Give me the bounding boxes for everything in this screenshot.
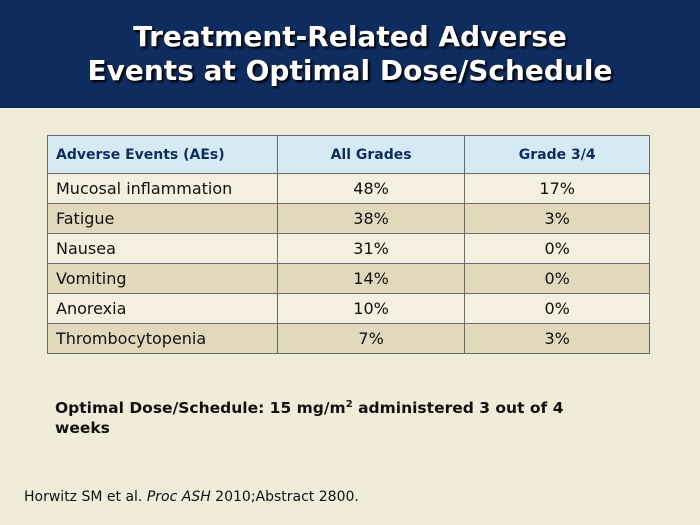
row-grade-3-4: 0% <box>464 293 650 324</box>
row-all-grades: 31% <box>276 233 466 264</box>
citation-authors: Horwitz SM et al. <box>24 489 147 505</box>
row-all-grades: 38% <box>276 203 466 234</box>
row-event-name: Mucosal inflammation <box>47 173 278 204</box>
citation-rest: 2010;Abstract 2800. <box>210 489 359 505</box>
row-event-name: Fatigue <box>47 203 278 234</box>
row-all-grades: 14% <box>276 263 466 294</box>
table-row: Nausea 31% 0% <box>47 233 650 264</box>
row-all-grades: 7% <box>276 323 466 354</box>
optimal-dose-note: Optimal Dose/Schedule: 15 mg/m2 administ… <box>55 398 615 438</box>
row-event-name: Thrombocytopenia <box>47 323 278 354</box>
row-event-name: Nausea <box>47 233 278 264</box>
adverse-events-table-container: Adverse Events (AEs) All Grades Grade 3/… <box>47 135 650 354</box>
row-grade-3-4: 17% <box>464 173 650 204</box>
table-header-row: Adverse Events (AEs) All Grades Grade 3/… <box>47 135 650 174</box>
table-row: Anorexia 10% 0% <box>47 293 650 324</box>
header-all-grades: All Grades <box>276 135 466 174</box>
row-event-name: Anorexia <box>47 293 278 324</box>
row-grade-3-4: 3% <box>464 203 650 234</box>
note-text-after: administered 3 out of 4 weeks <box>55 399 564 437</box>
adverse-events-table: Adverse Events (AEs) All Grades Grade 3/… <box>47 135 650 354</box>
table-row: Mucosal inflammation 48% 17% <box>47 173 650 204</box>
slide-title: Treatment-Related Adverse Events at Opti… <box>88 20 613 88</box>
row-all-grades: 10% <box>276 293 466 324</box>
row-event-name: Vomiting <box>47 263 278 294</box>
table-row: Fatigue 38% 3% <box>47 203 650 234</box>
row-grade-3-4: 0% <box>464 233 650 264</box>
title-banner: Treatment-Related Adverse Events at Opti… <box>0 0 700 108</box>
citation: Horwitz SM et al. Proc ASH 2010;Abstract… <box>24 489 359 505</box>
slide-title-line-2: Events at Optimal Dose/Schedule <box>87 54 613 87</box>
note-text-before: Optimal Dose/Schedule: 15 mg/m <box>55 399 346 417</box>
row-grade-3-4: 3% <box>464 323 650 354</box>
row-all-grades: 48% <box>276 173 466 204</box>
header-adverse-events: Adverse Events (AEs) <box>47 135 278 174</box>
table-row: Vomiting 14% 0% <box>47 263 650 294</box>
header-grade-3-4: Grade 3/4 <box>464 135 650 174</box>
citation-journal: Proc ASH <box>146 489 211 505</box>
slide-title-line-1: Treatment-Related Adverse <box>133 20 567 53</box>
note-superscript: 2 <box>345 398 353 410</box>
table-row: Thrombocytopenia 7% 3% <box>47 323 650 354</box>
row-grade-3-4: 0% <box>464 263 650 294</box>
